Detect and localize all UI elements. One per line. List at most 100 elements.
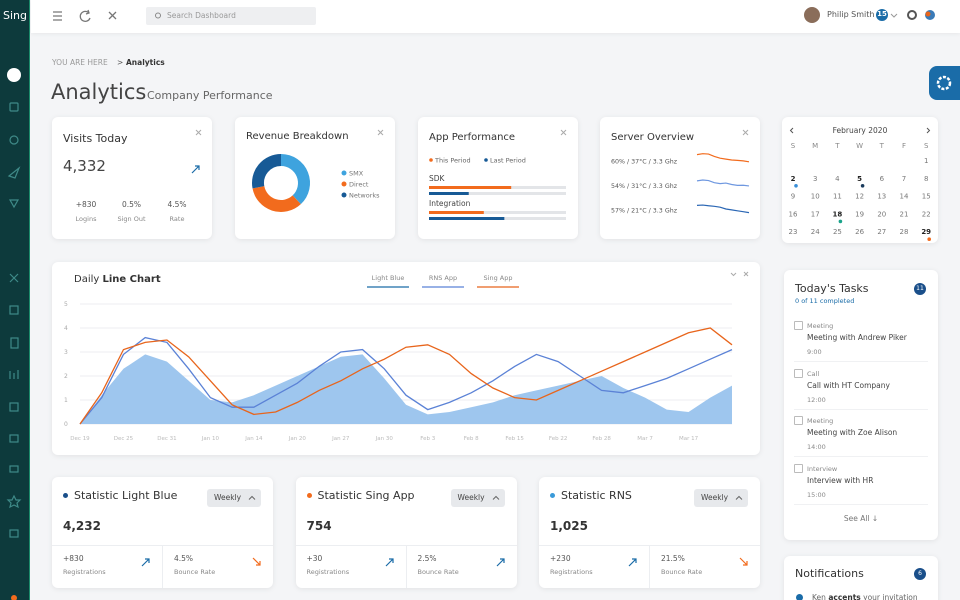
close-button[interactable] bbox=[377, 129, 385, 137]
refresh-icon[interactable] bbox=[79, 9, 91, 22]
task-checkbox[interactable] bbox=[794, 416, 803, 425]
sidebar bbox=[0, 0, 30, 600]
see-all[interactable]: See All ↓ bbox=[843, 514, 879, 523]
calendar-day: 13 bbox=[877, 193, 886, 201]
nav-icon[interactable] bbox=[9, 402, 19, 412]
bar-track bbox=[429, 211, 566, 214]
x-tick-label: Feb 28 bbox=[592, 436, 611, 442]
user-badge: 15 bbox=[877, 10, 887, 18]
sidebar-icons bbox=[6, 68, 22, 600]
next-arrow[interactable] bbox=[926, 127, 931, 134]
dropdown-caret bbox=[492, 495, 499, 500]
nav-icon[interactable] bbox=[6, 494, 22, 509]
search-box[interactable] bbox=[146, 7, 316, 25]
weekday: S bbox=[924, 142, 929, 150]
avatar[interactable] bbox=[804, 7, 820, 23]
calendar-day: 9 bbox=[791, 193, 795, 201]
legend-tab[interactable]: RNS App bbox=[429, 274, 457, 282]
notification-text: accents bbox=[828, 593, 861, 600]
stat-value: 1,025 bbox=[550, 519, 588, 533]
calendar-day: 27 bbox=[877, 228, 886, 236]
stat-value: +830 bbox=[75, 200, 97, 209]
stat-bullet bbox=[306, 493, 312, 498]
legend-tab[interactable]: Light Blue bbox=[372, 274, 405, 282]
trend-icon bbox=[739, 557, 748, 566]
task-checkbox[interactable] bbox=[794, 368, 803, 378]
calendar-day: 3 bbox=[813, 175, 817, 183]
task-time: 12:00 bbox=[807, 395, 826, 404]
legend-tab[interactable]: Sing App bbox=[484, 274, 513, 282]
stat-title: Statistic RNS bbox=[561, 489, 632, 502]
caret[interactable] bbox=[890, 13, 898, 18]
period-dropdown[interactable]: Weekly bbox=[207, 489, 261, 507]
notification-text: your invitation bbox=[863, 593, 918, 600]
calendar-day: 5 bbox=[857, 175, 862, 183]
stat-value: 4.5% bbox=[167, 200, 187, 209]
close-button[interactable] bbox=[195, 129, 203, 137]
nav-icon[interactable] bbox=[9, 273, 19, 283]
trend-arrow bbox=[252, 557, 261, 566]
weekday: T bbox=[879, 142, 885, 150]
notification-text: Ken bbox=[812, 593, 826, 600]
stat-value: 754 bbox=[306, 519, 332, 533]
weekday: T bbox=[834, 142, 840, 150]
event-dot bbox=[838, 219, 843, 224]
nav-icon[interactable] bbox=[9, 102, 19, 112]
floating-gear bbox=[936, 75, 952, 91]
period-dropdown[interactable]: Weekly bbox=[450, 489, 505, 507]
close-icon[interactable] bbox=[743, 271, 749, 277]
nav-icon[interactable] bbox=[7, 166, 21, 179]
stat-divider-vertical bbox=[405, 545, 407, 588]
task-checkbox[interactable] bbox=[794, 463, 803, 473]
floating-settings[interactable] bbox=[929, 66, 960, 100]
close-icon[interactable] bbox=[108, 11, 117, 20]
task-checkbox[interactable] bbox=[794, 321, 803, 330]
stat-value: 0.5% bbox=[121, 200, 142, 209]
dropdown-caret bbox=[248, 495, 256, 500]
sub-value: 21.5% bbox=[661, 554, 685, 563]
nav-icon[interactable] bbox=[9, 434, 19, 443]
x-tick-label: Jan 10 bbox=[201, 436, 220, 442]
event-dot bbox=[927, 237, 931, 241]
line-chart-card: Daily Line Chart 0 1 2 3 4 5 Dec 19 Dec 25 Dec 31… bbox=[52, 262, 760, 455]
stat-divider-vertical bbox=[649, 545, 650, 588]
period-label: Weekly bbox=[701, 493, 729, 502]
legend-swatch bbox=[429, 158, 433, 162]
nav-icon[interactable] bbox=[9, 305, 19, 315]
stat-label: Logins bbox=[75, 215, 97, 223]
nav-icon[interactable] bbox=[9, 529, 19, 538]
task-time: 9:00 bbox=[807, 348, 822, 356]
donut-segment bbox=[252, 154, 282, 189]
close-button[interactable] bbox=[560, 129, 568, 137]
legend-swatch bbox=[341, 192, 347, 198]
nav-icon[interactable] bbox=[10, 337, 19, 349]
nav-icon[interactable] bbox=[9, 370, 19, 379]
close-button[interactable] bbox=[742, 129, 750, 137]
x-tick-label: Jan 20 bbox=[288, 436, 307, 442]
calendar-day: 19 bbox=[855, 210, 864, 218]
calendar-day: 28 bbox=[900, 228, 909, 236]
sub-value: +230 bbox=[550, 554, 571, 563]
donut-segment bbox=[280, 154, 310, 205]
calendar-day: 12 bbox=[855, 193, 864, 201]
weekday: M bbox=[812, 142, 818, 150]
collapse-icon[interactable] bbox=[730, 272, 737, 277]
home-icon[interactable] bbox=[7, 68, 21, 82]
task-divider bbox=[794, 361, 928, 362]
row-label: SDK bbox=[429, 174, 446, 183]
nav-icon[interactable] bbox=[9, 135, 19, 145]
donut-segment bbox=[252, 185, 301, 212]
menu-icon[interactable] bbox=[53, 11, 62, 21]
nav-icon[interactable] bbox=[9, 465, 19, 473]
calendar-day: 20 bbox=[877, 210, 886, 218]
settings-icon[interactable] bbox=[907, 10, 917, 20]
server-label: 60% / 37°C / 3.3 Ghz bbox=[611, 158, 678, 166]
nav-icon[interactable] bbox=[8, 199, 20, 209]
prev-arrow[interactable] bbox=[789, 127, 794, 134]
calendar-day: 17 bbox=[811, 210, 820, 218]
app-performance-card: App Performance This Period Last Period SDK… bbox=[418, 117, 578, 239]
period-dropdown[interactable]: Weekly bbox=[694, 489, 748, 507]
task-badge: 11 bbox=[914, 283, 926, 295]
sub-label: Registrations bbox=[550, 568, 593, 576]
sparkline bbox=[696, 179, 750, 187]
